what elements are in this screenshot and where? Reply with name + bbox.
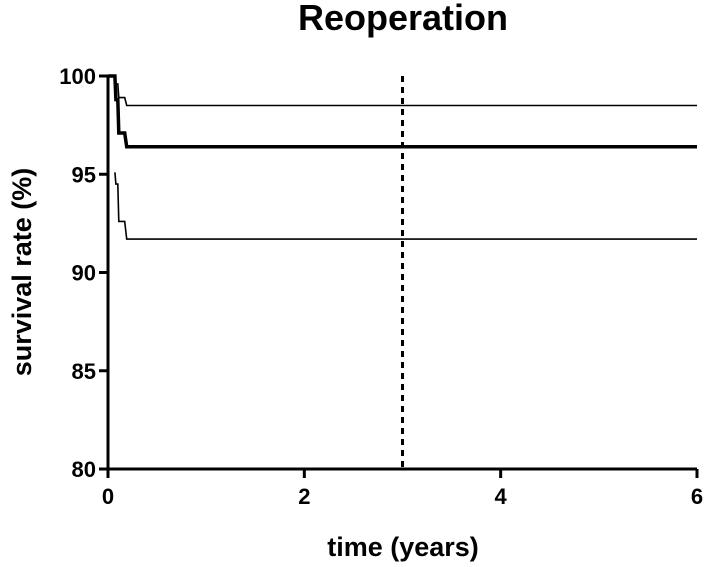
- series-line-upper-bound: [108, 75, 697, 107]
- axis-ticks: 80 85 90 95 100 0 2 4 6: [59, 64, 703, 509]
- y-axis-label: survival rate (%): [7, 168, 37, 377]
- series-group: [108, 74, 697, 469]
- y-tick-label: 85: [72, 359, 96, 384]
- series-line-lower-bound: [114, 172, 697, 240]
- x-tick-label: 2: [298, 484, 310, 509]
- x-tick-label: 0: [102, 484, 114, 509]
- chart-title: Reoperation: [298, 0, 508, 38]
- y-tick-label: 80: [72, 457, 96, 482]
- y-tick-label: 100: [59, 64, 96, 89]
- x-tick-label: 4: [495, 484, 508, 509]
- x-axis-label: time (years): [327, 532, 479, 562]
- axes: [106, 76, 697, 471]
- y-tick-label: 90: [72, 261, 96, 286]
- x-tick-label: 6: [691, 484, 703, 509]
- y-tick-label: 95: [72, 162, 96, 187]
